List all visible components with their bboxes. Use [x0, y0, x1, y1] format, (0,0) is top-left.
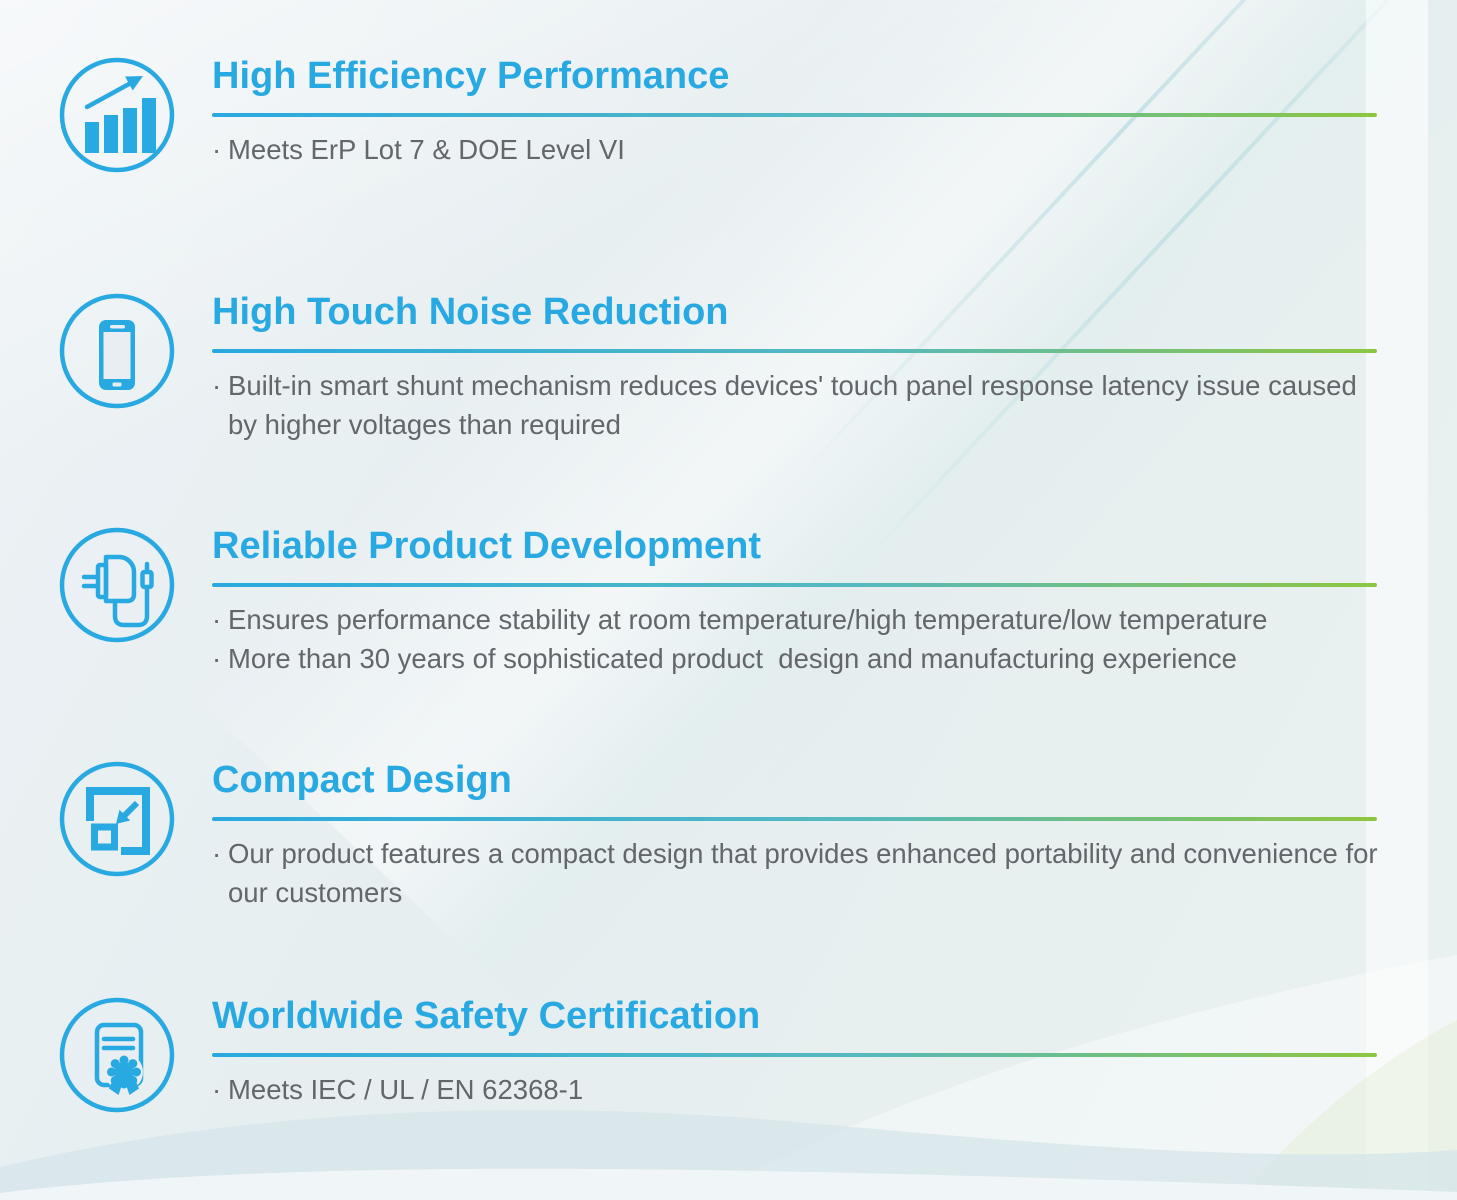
title-underline: [212, 817, 1377, 821]
bullet-marker: ·: [212, 1074, 222, 1105]
feature-title: Worldwide Safety Certification: [212, 995, 761, 1037]
compact-resize-icon: [57, 758, 177, 878]
feature-bullets: · Ensures performance stability at room …: [212, 600, 1387, 678]
feature-title: High Efficiency Performance: [212, 55, 730, 97]
feature-bullet-text: Meets ErP Lot 7 & DOE Level VI: [228, 134, 625, 165]
feature-bullets: · Built-in smart shunt mechanism reduces…: [212, 366, 1387, 444]
bar-chart-growth-icon: [57, 54, 177, 174]
feature-bullet-text: Built-in smart shunt mechanism reduces d…: [228, 370, 1365, 440]
title-underline: [212, 349, 1377, 353]
bullet-marker: ·: [212, 604, 222, 635]
bullet-marker: ·: [212, 134, 222, 165]
feature-bullet-text: Ensures performance stability at room te…: [228, 604, 1268, 635]
feature-title: Compact Design: [212, 759, 512, 801]
bullet-marker: ·: [212, 370, 222, 401]
certificate-icon: [57, 994, 177, 1114]
feature-title: High Touch Noise Reduction: [212, 291, 729, 333]
feature-bullets: · Meets IEC / UL / EN 62368-1: [212, 1070, 1387, 1109]
feature-bullet-text: Meets IEC / UL / EN 62368-1: [228, 1074, 584, 1105]
title-underline: [212, 1053, 1377, 1057]
bullet-marker: ·: [212, 838, 222, 869]
feature-bullets: · Our product features a compact design …: [212, 834, 1387, 912]
bullet-marker: ·: [212, 643, 222, 674]
title-underline: [212, 113, 1377, 117]
feature-title: Reliable Product Development: [212, 525, 762, 567]
smartphone-icon: [57, 290, 177, 410]
power-adapter-icon: [57, 524, 177, 644]
feature-bullets: · Meets ErP Lot 7 & DOE Level VI: [212, 130, 1387, 169]
background-right-strip: [1366, 0, 1428, 1200]
feature-bullet-text: More than 30 years of sophisticated prod…: [228, 643, 1237, 674]
title-underline: [212, 583, 1377, 587]
feature-bullet-text: Our product features a compact design th…: [228, 838, 1386, 908]
